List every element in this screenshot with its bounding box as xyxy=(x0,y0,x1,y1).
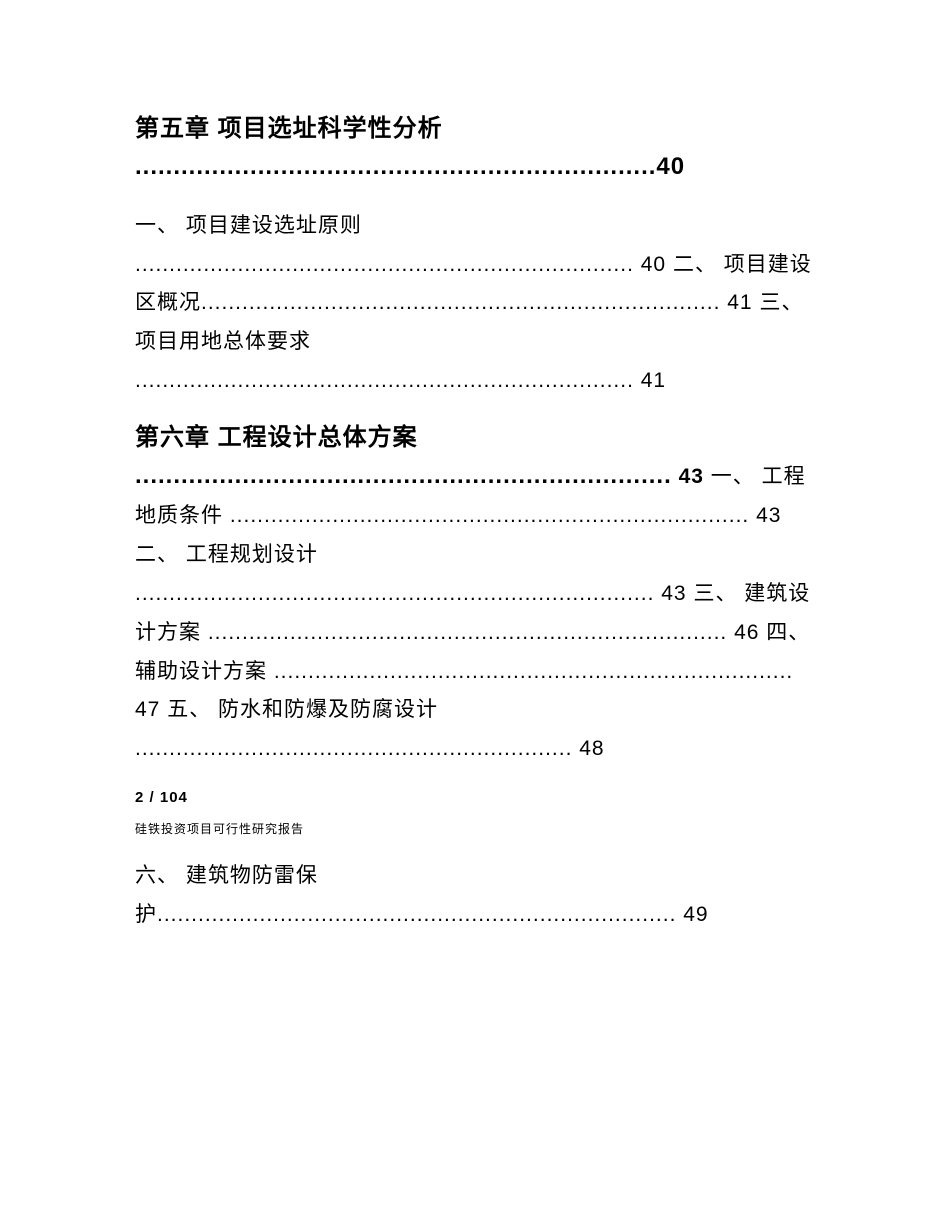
chapter5-sections: 一、 项目建设选址原则 ............................… xyxy=(135,207,815,401)
chapter5-dots-page: ........................................… xyxy=(135,148,815,186)
page-separator: / xyxy=(144,789,160,806)
final-section: 六、 建筑物防雷保护..............................… xyxy=(135,857,815,935)
toc-container: 第五章 项目选址科学性分析 ..........................… xyxy=(135,110,815,935)
chapter6-dots: ........................................… xyxy=(135,462,672,489)
page-number: 2 / 104 xyxy=(135,789,815,806)
chapter6-title: 第六章 工程设计总体方案 xyxy=(135,419,815,457)
chapter6-sections-wrapper: ........................................… xyxy=(135,457,815,769)
chapter6-lead-page: 43 xyxy=(679,465,704,488)
document-title: 硅铁投资项目可行性研究报告 xyxy=(135,820,815,837)
chapter6-sections: 一、 工程地质条件 ..............................… xyxy=(135,465,810,760)
page-current: 2 xyxy=(135,789,144,806)
page-total: 104 xyxy=(160,789,188,806)
chapter5-title: 第五章 项目选址科学性分析 xyxy=(135,110,815,148)
